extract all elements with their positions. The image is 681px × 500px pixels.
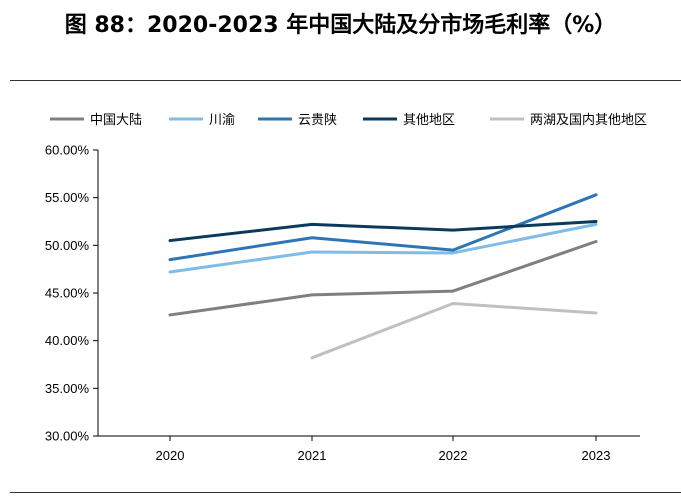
x-tick-label: 2020 bbox=[156, 448, 185, 463]
y-tick-label: 40.00% bbox=[45, 333, 90, 348]
legend: 中国大陆 川渝 云贵陕 其他地区 两湖及国内其他地区 bbox=[50, 112, 647, 128]
series-line bbox=[168, 193, 598, 262]
legend-label: 中国大陆 bbox=[90, 112, 142, 128]
x-tick-label: 2021 bbox=[298, 448, 327, 463]
y-tick-label: 45.00% bbox=[45, 286, 90, 301]
series-line bbox=[310, 301, 598, 360]
bottom-divider bbox=[10, 492, 681, 493]
legend-label: 两湖及国内其他地区 bbox=[530, 112, 647, 128]
series-line bbox=[168, 222, 598, 274]
y-tick-label: 35.00% bbox=[45, 381, 90, 396]
y-tick-label: 55.00% bbox=[45, 190, 90, 205]
legend-label: 川渝 bbox=[209, 112, 235, 128]
series-line bbox=[168, 220, 598, 243]
legend-label: 其他地区 bbox=[403, 113, 455, 128]
legend-label: 云贵陕 bbox=[298, 113, 337, 128]
y-tick-label: 30.00% bbox=[45, 429, 90, 444]
x-tick-label: 2023 bbox=[582, 448, 611, 463]
top-divider bbox=[10, 80, 681, 81]
chart-series bbox=[168, 193, 598, 360]
y-tick-label: 60.00% bbox=[45, 143, 90, 158]
x-tick-label: 2022 bbox=[439, 448, 468, 463]
figure-title: 图 88：2020-2023 年中国大陆及分市场毛利率（%） bbox=[64, 13, 617, 38]
chart-axes: 30.00% 35.00% 40.00% 45.00% 50.00% 55.00% 60.0… bbox=[45, 143, 640, 463]
y-tick-label: 50.00% bbox=[45, 238, 90, 253]
series-line bbox=[168, 240, 598, 317]
